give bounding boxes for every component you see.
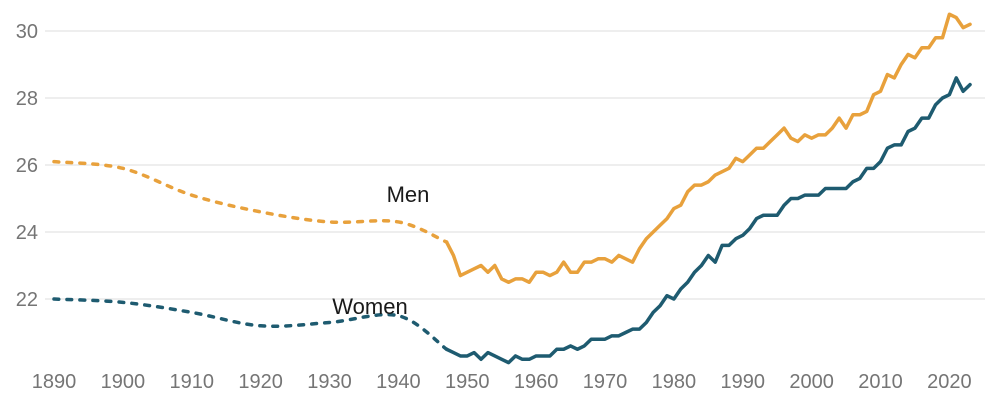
- men-line-solid: [444, 12, 972, 284]
- x-tick-label-1970: 1970: [583, 371, 628, 393]
- x-tick-label-2020: 2020: [927, 371, 972, 393]
- x-tick-label-1980: 1980: [652, 371, 697, 393]
- x-tick-label-1900: 1900: [101, 371, 146, 393]
- x-tick-label-2010: 2010: [858, 371, 903, 393]
- x-tick-label-2000: 2000: [789, 371, 834, 393]
- x-tick-label-1940: 1940: [376, 371, 421, 393]
- y-tick-label-26: 26: [16, 155, 38, 177]
- x-axis-tick-labels: 1890 1900 1910 1920 1930 1940 1950 1960 1970 1980…: [32, 371, 972, 393]
- men-line-dashed: [52, 159, 449, 244]
- x-tick-label-1930: 1930: [307, 371, 352, 393]
- y-axis-tick-labels: 22 24 26 28 30: [16, 21, 38, 311]
- women-line-dashed: [52, 297, 449, 351]
- men-series-label: Men: [387, 182, 430, 207]
- y-tick-label-30: 30: [16, 21, 38, 43]
- women-series-label: Women: [332, 294, 407, 319]
- x-tick-label-1950: 1950: [445, 371, 490, 393]
- gridlines: [45, 30, 985, 300]
- women-line-solid: [444, 76, 972, 365]
- series-lines: [52, 12, 972, 365]
- y-tick-label-24: 24: [16, 222, 38, 244]
- x-tick-label-1990: 1990: [721, 371, 766, 393]
- x-tick-label-1960: 1960: [514, 371, 559, 393]
- x-tick-label-1910: 1910: [170, 371, 215, 393]
- y-tick-label-22: 22: [16, 289, 38, 311]
- y-tick-label-28: 28: [16, 88, 38, 110]
- x-tick-label-1890: 1890: [32, 371, 77, 393]
- x-tick-label-1920: 1920: [238, 371, 283, 393]
